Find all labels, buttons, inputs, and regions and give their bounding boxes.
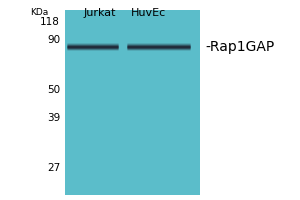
Text: HuvEc: HuvEc: [130, 8, 166, 18]
Text: 118: 118: [40, 17, 60, 27]
Text: KDa: KDa: [30, 8, 48, 17]
Text: 50: 50: [47, 85, 60, 95]
Text: -Rap1GAP: -Rap1GAP: [205, 40, 274, 54]
Text: 90: 90: [47, 35, 60, 45]
Text: Jurkat: Jurkat: [84, 8, 116, 18]
Text: 39: 39: [47, 113, 60, 123]
Text: 27: 27: [47, 163, 60, 173]
Bar: [65, 10, 200, 195]
